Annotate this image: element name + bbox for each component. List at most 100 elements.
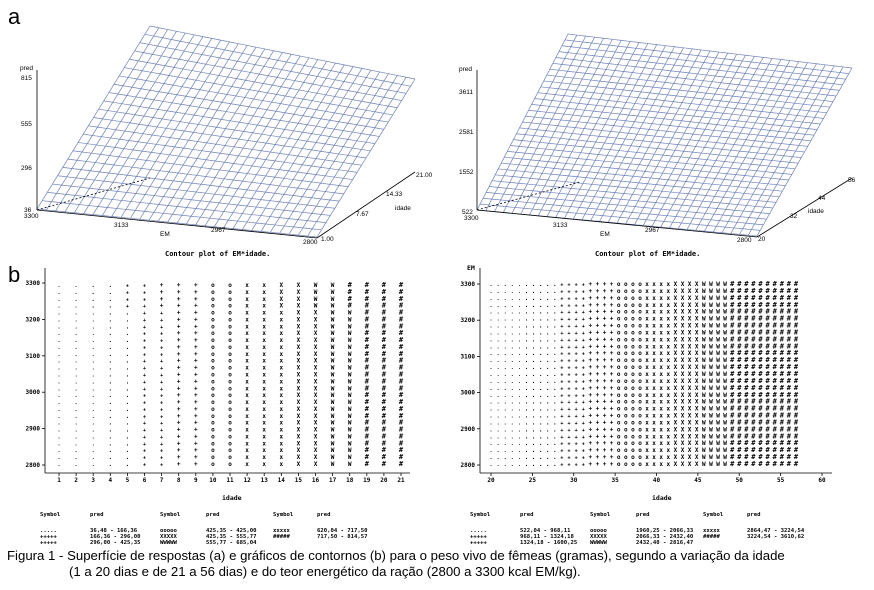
- contour-symbol: .: [504, 351, 507, 357]
- contour-symbol: .: [75, 455, 78, 461]
- contour-symbol: .: [525, 371, 529, 378]
- contour-symbol: .: [497, 310, 500, 316]
- contour-symbol: +: [567, 296, 570, 302]
- contour-symbol: +: [194, 296, 198, 303]
- contour-symbol: W: [331, 385, 335, 392]
- contour-symbol: #: [737, 460, 742, 468]
- mesh-line: [134, 50, 402, 101]
- contour-symbol: +: [160, 407, 163, 413]
- contour-symbol: #: [730, 439, 735, 447]
- contour-symbol: +: [194, 406, 198, 413]
- contour-symbol: #: [348, 281, 353, 289]
- contour-symbol: .: [489, 448, 492, 454]
- contour-symbol: x: [279, 337, 283, 344]
- contour-symbol: +: [194, 413, 198, 420]
- contour-symbol: o: [624, 413, 628, 420]
- mesh-line: [83, 133, 358, 173]
- legend-row1: xxxxx: [703, 528, 720, 534]
- contour-symbol: +: [177, 427, 181, 434]
- contour-symbol: .: [504, 462, 507, 468]
- contour-symbol: .: [489, 337, 492, 343]
- contour-symbol: X: [688, 350, 692, 357]
- contour-symbol: X: [314, 337, 318, 344]
- contour-symbol: o: [617, 454, 621, 461]
- contour-symbol: o: [617, 426, 621, 433]
- contour-symbol: +: [177, 358, 181, 365]
- contour-symbol: #: [794, 349, 799, 357]
- legend-header: pred: [317, 512, 330, 518]
- contour-symbol: +: [582, 296, 585, 302]
- contour-symbol: o: [617, 350, 621, 357]
- contour-symbol: X: [688, 399, 692, 406]
- contour-symbol: x: [652, 413, 656, 420]
- contour-symbol: o: [211, 372, 215, 379]
- contour-symbol: .: [511, 372, 514, 378]
- contour-symbol: .: [57, 379, 60, 385]
- contour-symbol: x: [245, 372, 249, 379]
- contour-symbol: +: [596, 426, 600, 433]
- contour-symbol: +: [588, 309, 592, 316]
- contour-symbol: W: [331, 337, 335, 344]
- contour-symbol: +: [194, 399, 198, 406]
- contour-symbol: +: [588, 364, 592, 371]
- contour-symbol: W: [331, 310, 335, 317]
- contour-symbol: #: [744, 370, 749, 378]
- contour-symbol: .: [539, 316, 543, 323]
- contour-symbol: +: [194, 316, 198, 323]
- contour-symbol: .: [539, 392, 543, 399]
- contour-symbol: #: [773, 425, 778, 433]
- contour-symbol: .: [489, 462, 492, 468]
- contour-symbol: +: [194, 392, 198, 399]
- contour-symbol: +: [177, 385, 181, 392]
- contour-symbol: X: [279, 282, 283, 289]
- contour-symbol: #: [737, 363, 742, 371]
- contour-symbol: .: [518, 427, 521, 433]
- contour-symbol: W: [716, 364, 720, 371]
- contour-symbol: .: [126, 440, 130, 447]
- contour-symbol: +: [575, 282, 578, 288]
- contour-x-label-right: idade: [652, 494, 672, 502]
- contour-symbol: X: [314, 427, 318, 434]
- contour-symbol: #: [744, 419, 749, 427]
- contour-symbol: #: [737, 294, 742, 302]
- contour-symbol: x: [262, 323, 266, 330]
- contour-symbol: x: [279, 323, 283, 330]
- contour-symbol: #: [737, 432, 742, 440]
- contour-symbol: x: [652, 281, 656, 288]
- contour-symbol: +: [143, 338, 146, 344]
- contour-symbol: .: [126, 413, 130, 420]
- contour-symbol: .: [518, 282, 521, 288]
- contour-symbol: .: [532, 371, 536, 378]
- contour-symbol: +: [596, 385, 600, 392]
- mesh-line: [543, 80, 827, 114]
- contour-symbol: +: [143, 428, 146, 434]
- contour-symbol: .: [532, 302, 536, 309]
- contour-symbol: W: [348, 385, 352, 392]
- contour-symbol: #: [730, 294, 735, 302]
- contour-symbol: #: [780, 329, 785, 337]
- contour-symbol: X: [297, 303, 301, 310]
- contour-symbol: x: [245, 316, 249, 323]
- contour-symbol: .: [546, 406, 550, 413]
- contour-symbol: o: [617, 302, 621, 309]
- contour-symbol: #: [787, 308, 792, 316]
- contour-symbol: .: [497, 331, 500, 337]
- contour-symbol: W: [716, 440, 720, 447]
- contour-symbol: .: [489, 331, 492, 337]
- contour-symbol: .: [539, 378, 543, 385]
- contour-symbol: #: [744, 432, 749, 440]
- contour-symbol: .: [539, 385, 543, 392]
- x-tick-right: 3300: [464, 215, 479, 222]
- contour-symbol: o: [624, 336, 628, 343]
- contour-symbol: +: [610, 399, 614, 406]
- contour-symbol: .: [525, 378, 529, 385]
- contour-symbol: W: [702, 461, 706, 468]
- contour-symbol: +: [588, 371, 592, 378]
- contour-symbol: X: [674, 392, 678, 399]
- contour-symbol: .: [518, 434, 521, 440]
- contour-symbol: W: [723, 420, 727, 427]
- contour-symbol: W: [331, 289, 335, 296]
- contour-symbol: .: [504, 427, 507, 433]
- contour-symbol: +: [560, 407, 563, 413]
- contour-symbol: W: [723, 378, 727, 385]
